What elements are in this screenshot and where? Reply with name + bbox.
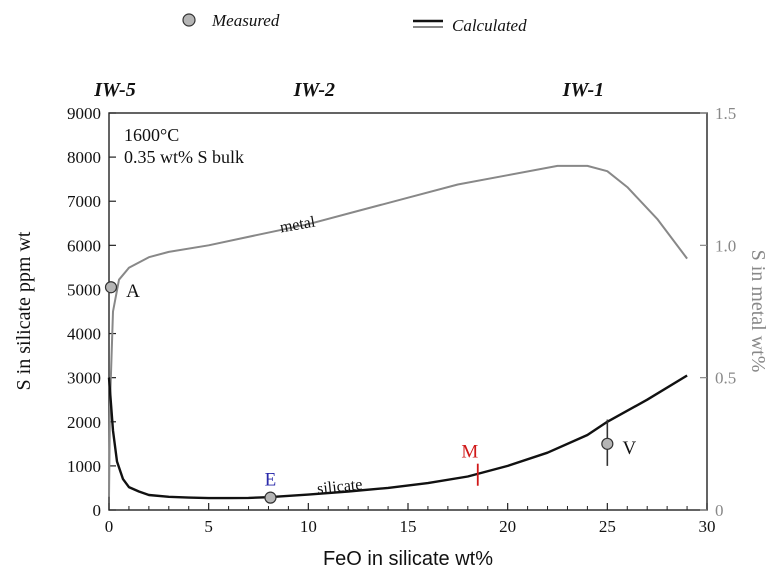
legend-measured-marker xyxy=(182,13,196,27)
measured-point-V xyxy=(601,437,614,450)
x-axis-label: FeO in silicate wt% xyxy=(323,548,493,570)
measured-point-E xyxy=(264,491,277,504)
measured-label-A: A xyxy=(126,281,140,302)
y-right-tick-label: 0 xyxy=(715,501,724,520)
y-left-tick-label: 2000 xyxy=(67,413,101,432)
redox-label: IW-1 xyxy=(562,79,604,101)
x-tick-label: 30 xyxy=(699,517,716,536)
legend-measured-label: Measured xyxy=(211,11,280,30)
series-line-metal xyxy=(108,164,688,497)
marker-label-M: M xyxy=(461,442,478,463)
x-tick-label: 10 xyxy=(300,517,317,536)
redox-label: IW-2 xyxy=(293,79,335,101)
x-tick-label: 5 xyxy=(204,517,213,536)
series-layer: metal silicate xyxy=(107,164,688,500)
y-left-tick-label: 5000 xyxy=(67,280,101,299)
legend: Measured Calculated xyxy=(182,11,527,35)
y-left-tick-label: 3000 xyxy=(67,369,101,388)
y-left-tick-label: 1000 xyxy=(67,457,101,476)
y-axis-left-label: S in silicate ppm wt xyxy=(13,231,35,390)
y-left-tick-label: 7000 xyxy=(67,192,101,211)
y-axis-right-label: S in metal wt% xyxy=(747,250,769,373)
y-left-tick-label: 0 xyxy=(93,501,102,520)
measured-label-V: V xyxy=(622,438,636,459)
y-left-tick-label: 6000 xyxy=(67,236,101,255)
y-left-tick-label: 8000 xyxy=(67,148,101,167)
curve-label-metal: metal xyxy=(279,213,317,236)
y-right-tick-label: 0.5 xyxy=(715,369,736,388)
x-tick-label: 20 xyxy=(499,517,516,536)
measured-label-E: E xyxy=(265,470,277,491)
measured-point-A xyxy=(104,281,118,294)
x-tick-label: 15 xyxy=(400,517,417,536)
legend-calculated-label: Calculated xyxy=(452,16,527,35)
x-tick-label: 0 xyxy=(105,517,114,536)
series-line-silicate xyxy=(107,374,688,500)
x-tick-label: 25 xyxy=(599,517,616,536)
annotation-bulk-sulfur: 0.35 wt% S bulk xyxy=(124,147,244,167)
curve-label-silicate: silicate xyxy=(316,476,363,498)
top-labels-layer: IW-5 IW-2 IW-1 xyxy=(93,79,604,101)
y-left-tick-label: 4000 xyxy=(67,325,101,344)
plot-frame xyxy=(108,112,708,511)
y-left-tick-label: 9000 xyxy=(67,104,101,123)
ticks-layer: 0 5 10 15 20 25 300100020003000400050006000700… xyxy=(67,104,736,536)
y-right-tick-label: 1.0 xyxy=(715,236,736,255)
markers-layer: A E V M xyxy=(104,281,636,504)
annotation-temperature: 1600°C xyxy=(124,125,179,145)
redox-label: IW-5 xyxy=(93,79,135,101)
y-right-tick-label: 1.5 xyxy=(715,104,736,123)
